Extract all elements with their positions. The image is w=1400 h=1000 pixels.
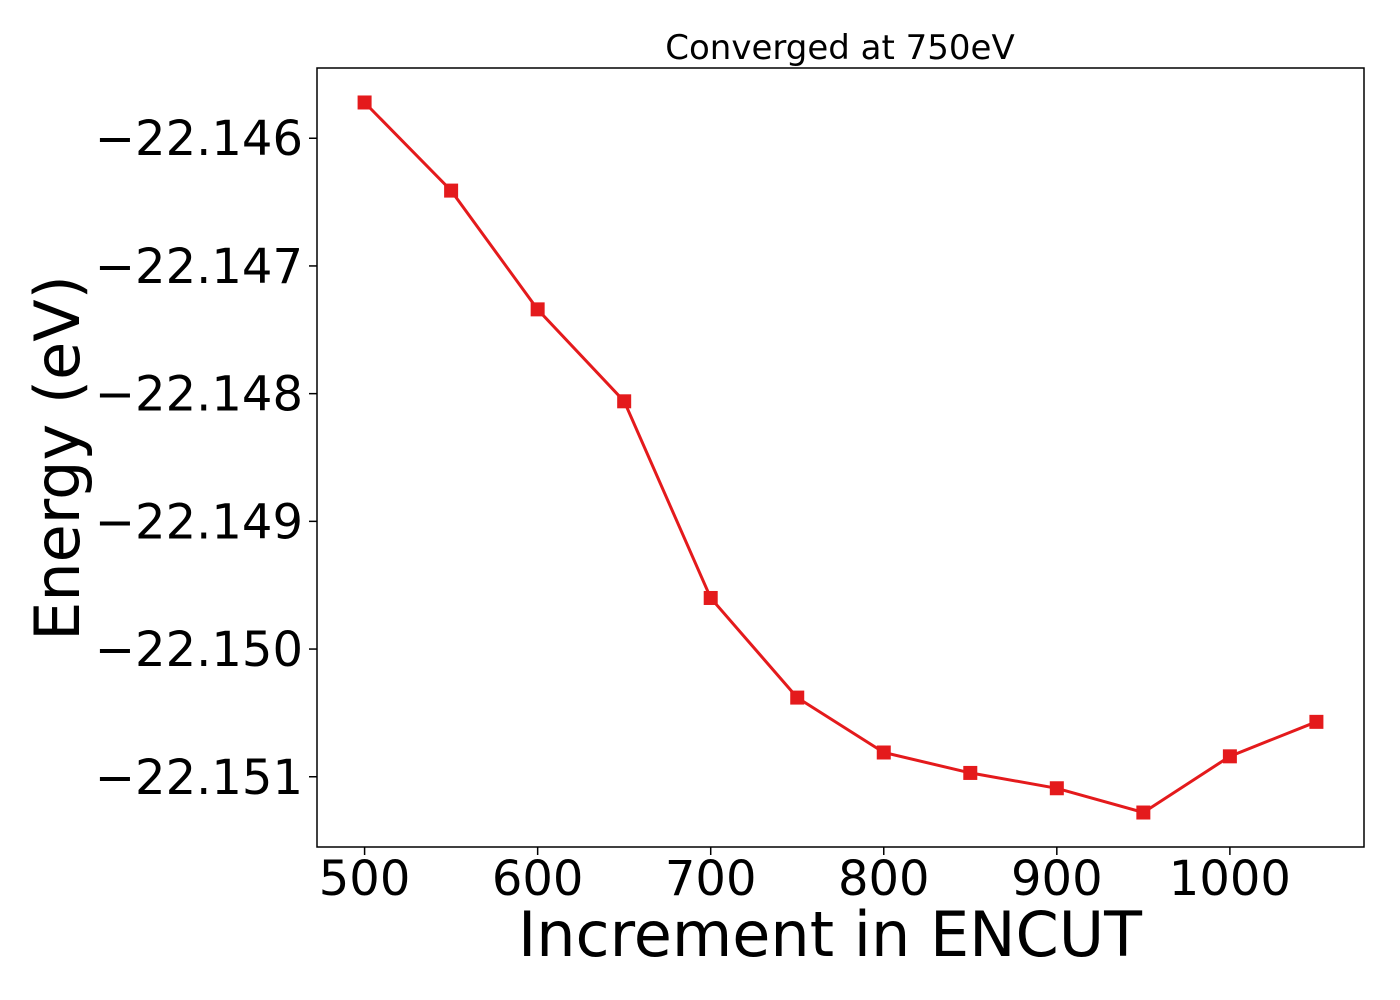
- data-point-900: [1049, 781, 1064, 796]
- data-point-550: [444, 183, 459, 198]
- data-point-600: [530, 302, 545, 317]
- series-markers: [357, 95, 1324, 820]
- data-point-800: [876, 745, 891, 760]
- data-point-1000: [1222, 749, 1237, 764]
- y-tick-label: −22.151: [95, 750, 303, 806]
- y-axis-label: Energy (eV): [21, 275, 94, 641]
- x-tick-label: 500: [319, 851, 411, 907]
- x-axis-label: Increment in ENCUT: [518, 898, 1143, 971]
- data-point-850: [963, 765, 978, 780]
- y-tick-label: −22.148: [95, 367, 303, 423]
- plot-frame: [316, 67, 1365, 848]
- data-point-700: [703, 590, 718, 605]
- y-tick-label: −22.149: [95, 494, 303, 550]
- x-axis: 500 600 700 800 900 1000: [319, 847, 1291, 907]
- data-point-1050: [1309, 714, 1324, 729]
- x-tick-label: 1000: [1169, 851, 1291, 907]
- x-tick-label: 700: [665, 851, 757, 907]
- x-tick-label: 800: [838, 851, 930, 907]
- data-point-500: [357, 95, 372, 110]
- y-tick-label: −22.146: [95, 111, 303, 167]
- chart-title: Converged at 750eV: [665, 28, 1014, 68]
- x-tick-label: 900: [1011, 851, 1103, 907]
- y-axis: −22.146 −22.147 −22.148 −22.149 −22.150 −22.1…: [95, 111, 317, 806]
- data-point-950: [1136, 805, 1151, 820]
- y-tick-label: −22.150: [95, 622, 303, 678]
- x-tick-label: 600: [492, 851, 584, 907]
- series-line: [363, 101, 1317, 815]
- data-point-750: [790, 690, 805, 705]
- data-point-650: [617, 394, 632, 409]
- y-tick-label: −22.147: [95, 239, 303, 295]
